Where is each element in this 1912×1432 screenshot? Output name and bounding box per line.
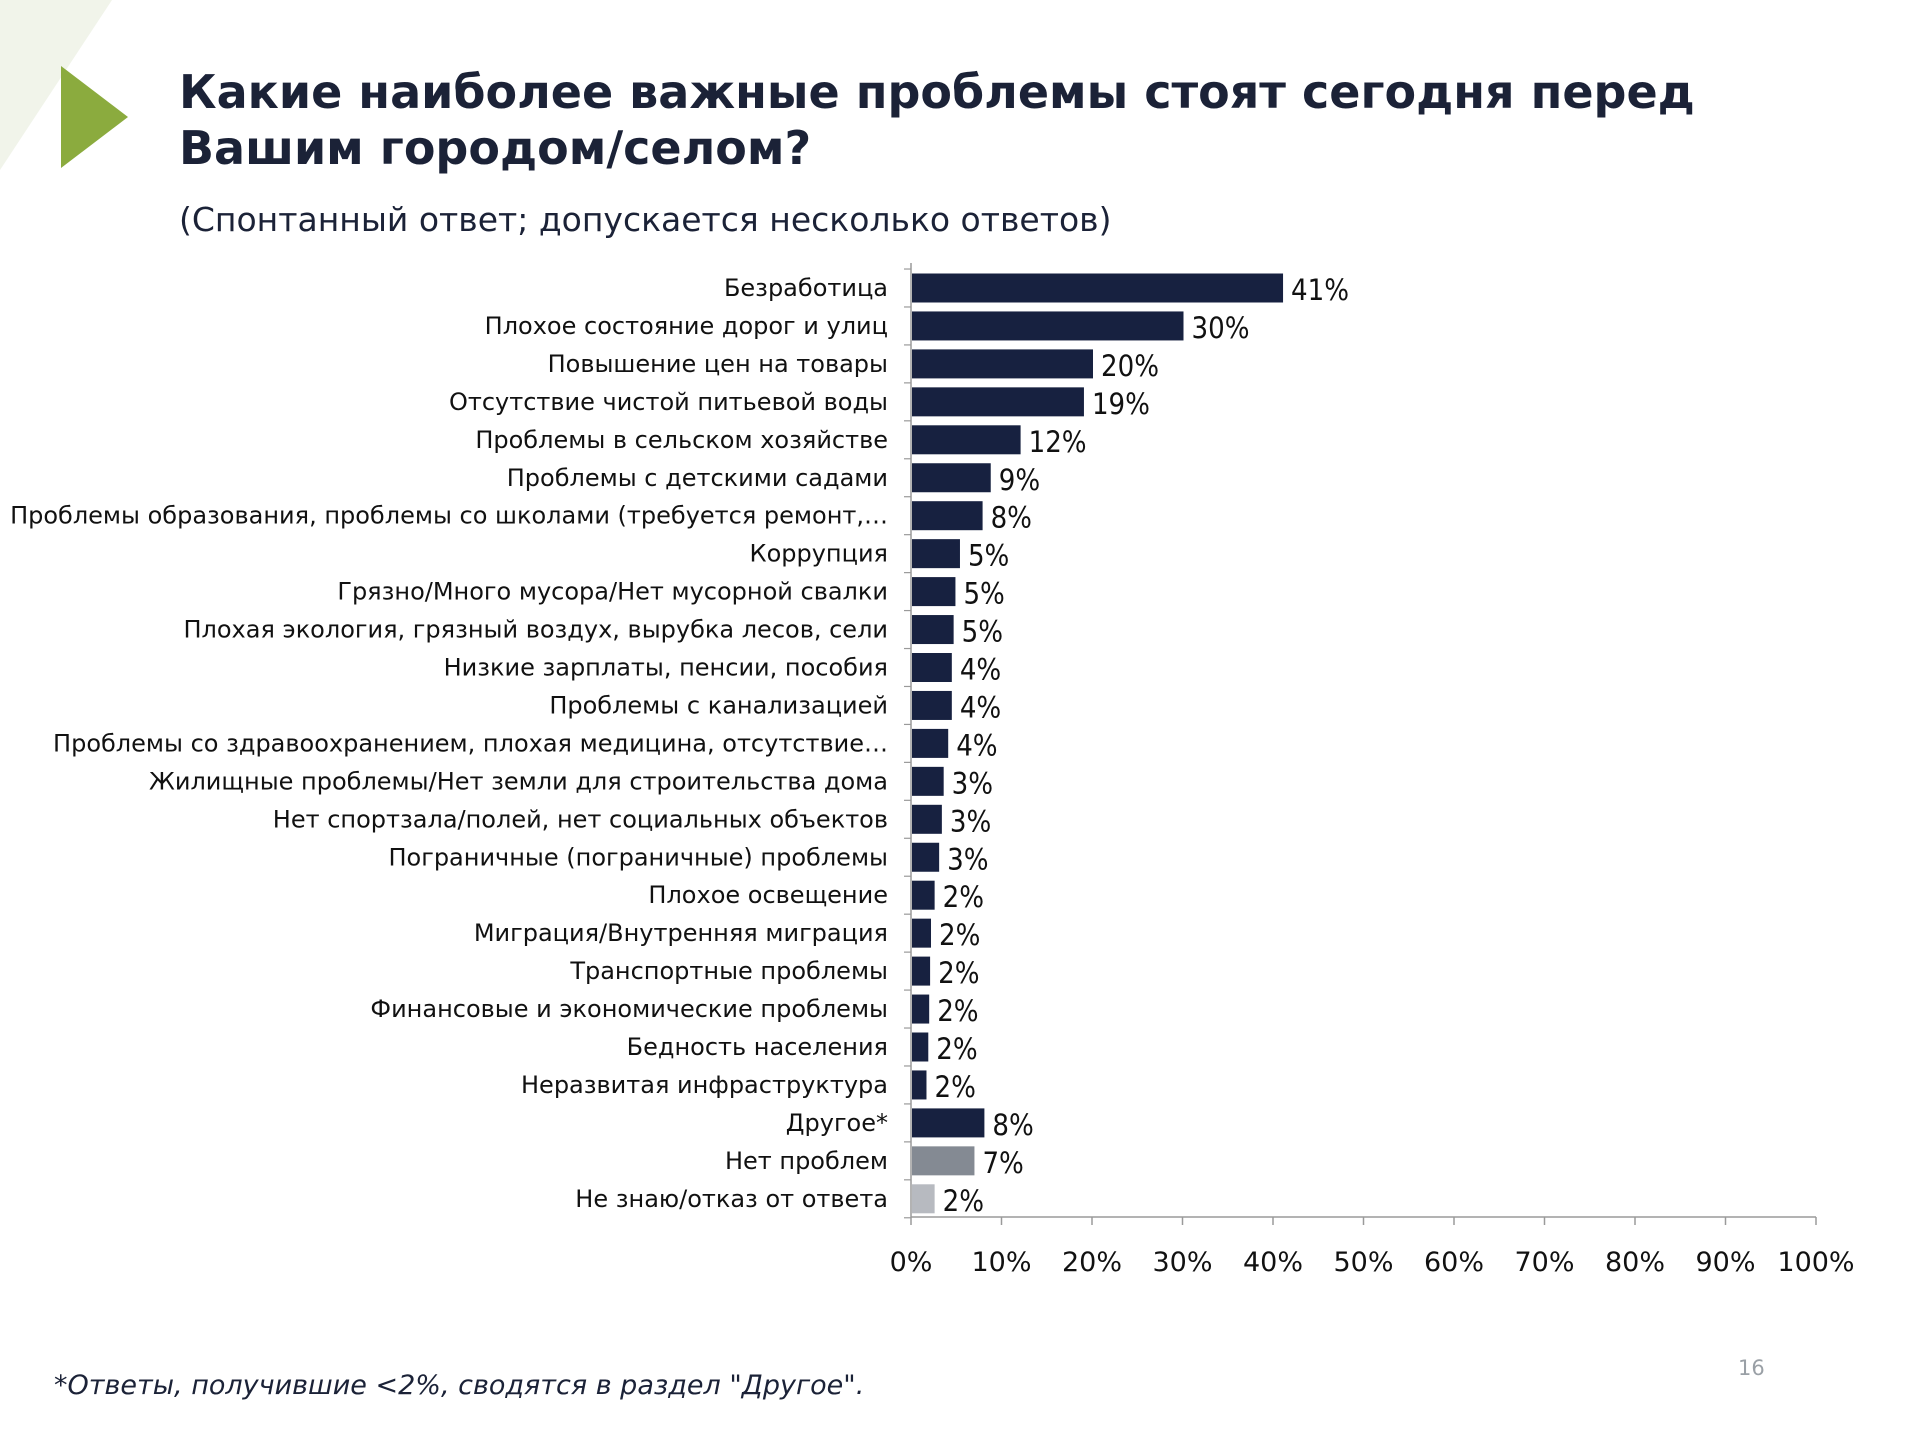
x-tick-label: 40% (1243, 1247, 1303, 1278)
category-label: Бедность населения (627, 1033, 888, 1061)
category-label: Нет проблем (725, 1147, 888, 1175)
bar (912, 766, 944, 796)
value-label: 3% (950, 804, 991, 838)
category-label: Не знаю/отказ от ответа (575, 1185, 888, 1213)
bar (912, 653, 952, 682)
value-label: 4% (960, 690, 1001, 724)
x-tick-label: 70% (1514, 1247, 1574, 1278)
bar (912, 956, 931, 986)
bar (912, 690, 952, 720)
value-label: 2% (939, 918, 980, 952)
bar (912, 577, 956, 607)
page-number: 16 (1738, 1356, 1765, 1380)
x-tick-label: 50% (1333, 1247, 1393, 1278)
value-label: 5% (962, 615, 1003, 649)
value-label: 3% (952, 766, 993, 800)
value-label: 20% (1101, 349, 1159, 383)
bar-chart: 0% 10% 20% 30% 40% 50% 60% 70% 80% 90% 100% Безрабо… (10, 263, 1855, 1278)
value-label: 4% (956, 728, 997, 762)
category-label: Пограничные (пограничные) проблемы (388, 843, 888, 871)
category-label: Отсутствие чистой питьевой воды (449, 388, 888, 416)
category-label: Проблемы с детскими садами (507, 464, 888, 492)
value-label: 8% (992, 1108, 1033, 1142)
bar (912, 615, 954, 645)
x-tick-label: 100% (1777, 1247, 1854, 1278)
value-label: 2% (936, 1032, 977, 1066)
value-label: 5% (963, 577, 1004, 611)
value-label: 30% (1192, 311, 1250, 345)
category-label: Миграция/Внутренняя миграция (474, 919, 888, 947)
bar (912, 387, 1084, 417)
footnote: *Ответы, получившие <2%, сводятся в разд… (54, 1370, 865, 1401)
bar (912, 1146, 975, 1176)
bar (912, 880, 935, 910)
page-title: Какие наиболее важные проблемы стоят сег… (179, 65, 1695, 175)
bar (912, 463, 991, 493)
category-label: Нет спортзала/полей, нет социальных объе… (273, 805, 888, 833)
value-label: 8% (991, 501, 1032, 535)
value-label: 9% (999, 463, 1040, 497)
category-label: Безработица (724, 274, 888, 302)
bar (912, 728, 949, 758)
category-label: Плохое состояние дорог и улиц (485, 312, 888, 340)
value-label: 5% (968, 539, 1009, 573)
decorative-corner (0, 0, 128, 170)
category-label: Финансовые и экономические проблемы (370, 995, 888, 1023)
bar (912, 1108, 985, 1138)
bar (912, 501, 983, 531)
value-label: 12% (1029, 425, 1087, 459)
bar (912, 918, 932, 948)
x-tick-label: 60% (1424, 1247, 1484, 1278)
value-label: 2% (938, 956, 979, 990)
category-label: Проблемы с канализацией (549, 691, 888, 719)
bar (912, 1070, 927, 1100)
category-label: Проблемы образования, проблемы со школам… (10, 502, 888, 530)
category-label: Плохое освещение (648, 881, 888, 909)
x-tick-label: 80% (1605, 1247, 1665, 1278)
bar (912, 349, 1093, 379)
value-label: 2% (934, 1070, 975, 1104)
category-label: Жилищные проблемы/Нет земли для строител… (149, 767, 888, 795)
category-label: Проблемы со здравоохранением, плохая мед… (53, 729, 888, 757)
x-tick-label: 30% (1152, 1247, 1212, 1278)
bar (912, 804, 942, 834)
category-label: Плохая экология, грязный воздух, вырубка… (183, 616, 888, 644)
value-label: 2% (937, 994, 978, 1028)
category-label: Транспортные проблемы (569, 957, 888, 985)
page-subtitle: (Спонтанный ответ; допускается несколько… (179, 200, 1112, 239)
value-label: 3% (947, 842, 988, 876)
bar (912, 273, 1284, 303)
x-tick-label: 0% (890, 1247, 933, 1278)
bar (912, 994, 930, 1024)
bar (912, 311, 1184, 341)
value-label: 19% (1092, 387, 1150, 421)
arrow-accent-icon (61, 66, 128, 168)
category-label: Проблемы в сельском хозяйстве (475, 426, 888, 454)
value-label: 4% (960, 653, 1001, 687)
bar (912, 1184, 935, 1214)
bar (912, 425, 1021, 455)
bar (912, 842, 940, 872)
category-label: Коррупция (750, 540, 888, 568)
value-label: 2% (943, 1184, 984, 1218)
category-label: Неразвитая инфраструктура (521, 1071, 888, 1099)
x-tick-label: 20% (1062, 1247, 1122, 1278)
category-label: Повышение цен на товары (548, 350, 888, 378)
x-tick-label: 10% (971, 1247, 1031, 1278)
corner-shade-shape (0, 0, 112, 170)
category-label: Грязно/Много мусора/Нет мусорной свалки (337, 578, 888, 606)
category-label: Низкие зарплаты, пенсии, пособия (444, 654, 888, 682)
value-label: 7% (982, 1146, 1023, 1180)
x-tick-label: 90% (1695, 1247, 1755, 1278)
value-label: 41% (1291, 273, 1349, 307)
category-label: Другое* (786, 1109, 888, 1137)
bar (912, 1032, 929, 1062)
bar (912, 539, 960, 569)
value-label: 2% (943, 880, 984, 914)
